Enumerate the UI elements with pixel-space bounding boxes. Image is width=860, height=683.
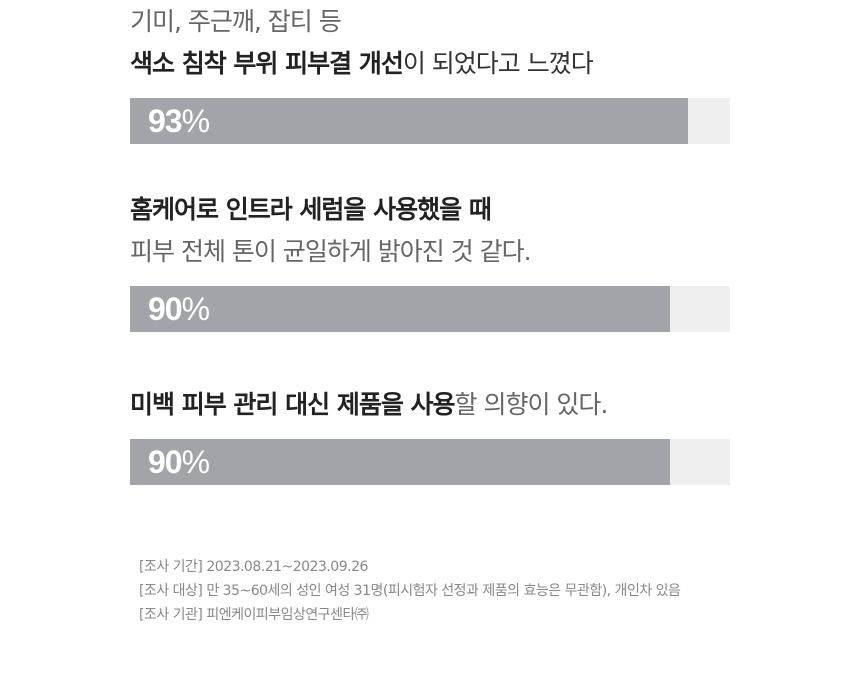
- progress-fill: [130, 286, 670, 332]
- survey-note: [조사 기관] 피엔케이피부임상연구센타㈜: [139, 607, 369, 623]
- statement-line: 피부 전체 톤이 균일하게 밝아진 것 같다.: [130, 237, 532, 267]
- progress-bar: 90%: [130, 286, 730, 332]
- percent-value: 90: [148, 291, 183, 327]
- percent-label: 93%: [148, 98, 210, 144]
- survey-note: [조사 기간] 2023.08.21~2023.09.26: [139, 559, 368, 575]
- progress-fill: [130, 98, 688, 144]
- percent-value: 93: [148, 103, 183, 139]
- statement-text: 홈케어로 인트라 세럼을 사용했을 때: [130, 195, 492, 224]
- progress-bar: 90%: [130, 439, 730, 485]
- statement-line: 홈케어로 인트라 세럼을 사용했을 때: [130, 195, 492, 225]
- statement-line: 미백 피부 관리 대신 제품을 사용할 의향이 있다.: [130, 390, 609, 420]
- percent-label: 90%: [148, 286, 210, 332]
- statement-text: 색소 침착 부위 피부결 개선: [130, 49, 404, 78]
- statement-text: 이 되었다고 느꼈다: [402, 49, 594, 78]
- percent-label: 90%: [148, 439, 210, 485]
- progress-bar: 93%: [130, 98, 730, 144]
- statement-line: 기미, 주근깨, 잡티 등: [130, 7, 342, 37]
- statement-text: 할 의향이 있다.: [454, 390, 609, 419]
- percent-sign: %: [181, 444, 210, 480]
- statement-text: 미백 피부 관리 대신 제품을 사용: [130, 390, 456, 419]
- percent-sign: %: [181, 291, 210, 327]
- percent-value: 90: [148, 444, 183, 480]
- statement-text: 피부 전체 톤이 균일하게 밝아진 것 같다.: [130, 237, 532, 266]
- percent-sign: %: [181, 103, 210, 139]
- progress-fill: [130, 439, 670, 485]
- survey-note: [조사 대상] 만 35~60세의 성인 여성 31명(피시험자 선정과 제품의…: [139, 583, 681, 599]
- statement-text: 기미, 주근깨, 잡티 등: [130, 7, 342, 36]
- statement-line: 색소 침착 부위 피부결 개선이 되었다고 느꼈다: [130, 49, 594, 79]
